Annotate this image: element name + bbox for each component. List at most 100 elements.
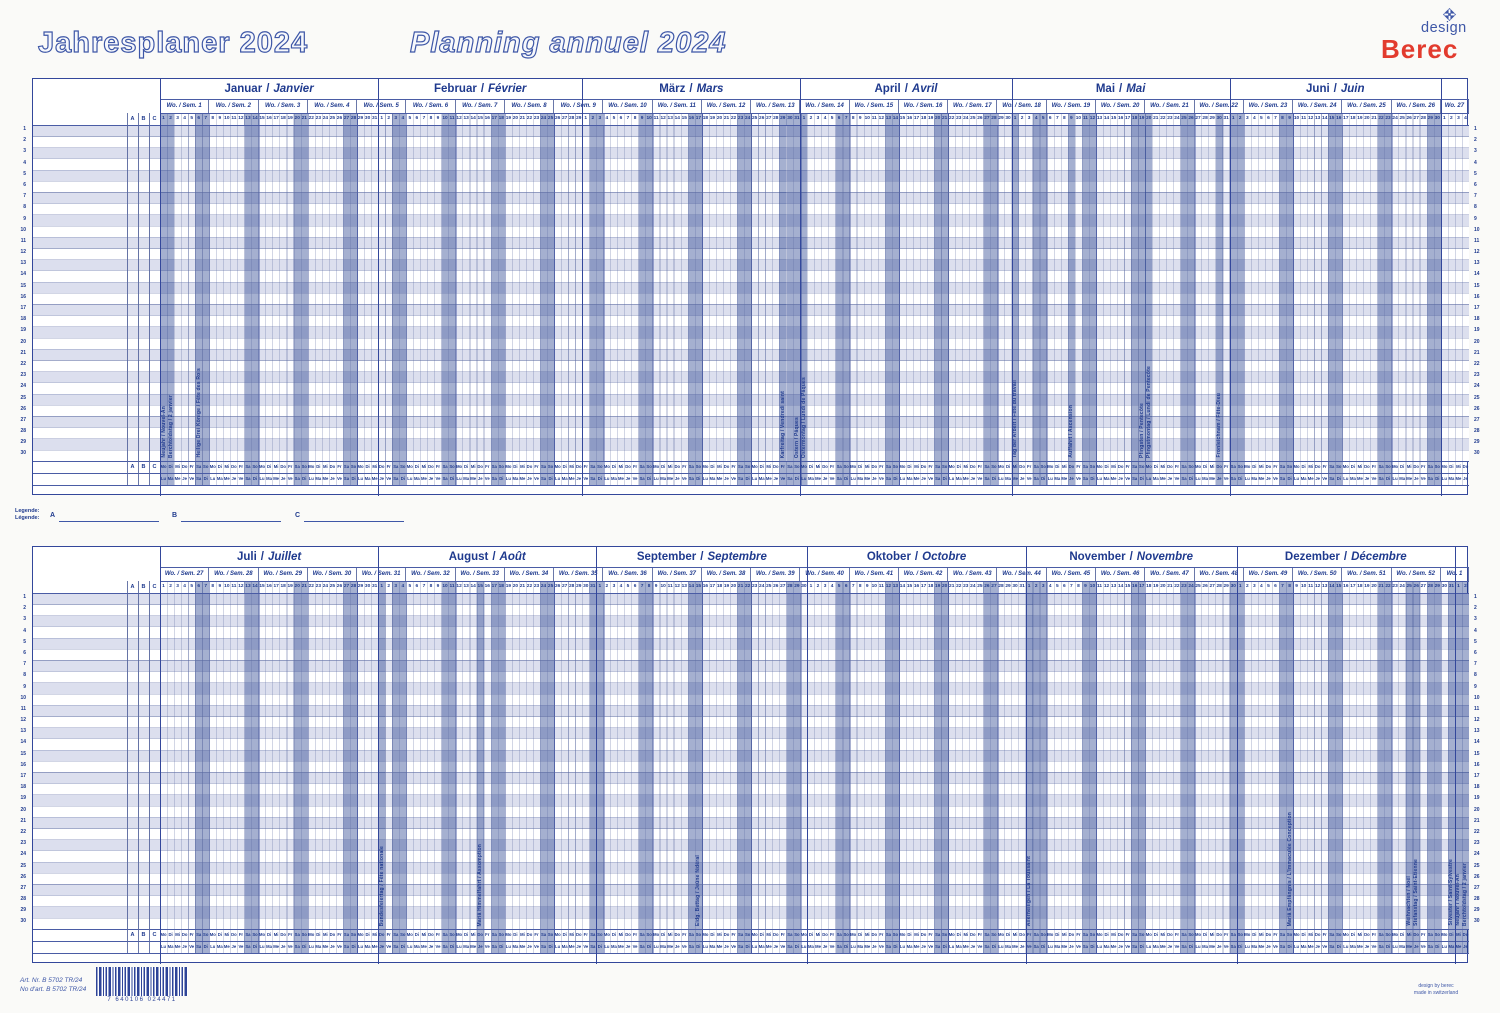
holiday-label: Auffahrt / Ascension (1068, 405, 1075, 458)
month-name-separator: / (689, 83, 693, 95)
weekday-de-cell: Mo (899, 464, 906, 469)
weekday-fr-cell: Ve (731, 476, 737, 481)
weekday-fr-cell: Je (428, 476, 434, 481)
weekday-de-cell: Mo (751, 464, 758, 469)
weekday-fr-cell: Sa (934, 473, 942, 485)
day-number-cell: 21 (723, 116, 730, 121)
row-number: 8 (1474, 204, 1477, 211)
weekday-de-cell: Di (1005, 464, 1011, 469)
weekday-fr-cell: Sa (540, 941, 548, 953)
barcode-digits: 7 640106 024471 (107, 997, 177, 1003)
row-number: 28 (20, 896, 26, 903)
row-number: 8 (23, 204, 26, 211)
day-number-cell: 26 (983, 581, 991, 593)
day-number-cell: 15 (1124, 584, 1131, 589)
month-name-fr: Janvier (273, 83, 314, 95)
day-number-cell: 11 (231, 116, 237, 121)
week-header-cell: Wo. / Sem. 37 (653, 567, 702, 581)
weekday-de-cell: So (941, 929, 949, 941)
day-number-cell: 18 (1350, 116, 1356, 121)
day-number-cell: 1 (596, 581, 604, 593)
row-number: 29 (20, 907, 26, 914)
weekday-de-cell: Sa (392, 461, 400, 473)
day-number-cell: 19 (927, 116, 934, 121)
day-number-cell: 16 (266, 584, 272, 589)
day-number-cell: 31 (1223, 116, 1229, 121)
day-number-cell: 27 (766, 116, 772, 121)
day-number-cell: 27 (561, 116, 568, 121)
weekday-de-cell: Di (1005, 932, 1011, 937)
day-number-cell: 4 (183, 584, 186, 589)
holiday-column: Ostermontag / Lundi de Pâques (800, 125, 808, 461)
weekday-de-cell: Sa (1229, 461, 1237, 473)
weekday-fr-cell: Sa (589, 473, 597, 485)
month-boundary-vline (582, 79, 584, 496)
weekday-fr-cell: Ma (413, 476, 420, 481)
week-header-cell: Wo. / Sem. 25 (1342, 99, 1392, 113)
month-name-fr: Août (499, 551, 526, 563)
day-number-cell: 29 (1426, 113, 1434, 125)
weekday-de-cell: Do (1117, 464, 1124, 469)
weekday-de-cell: Do (822, 932, 828, 937)
weekday-de-cell: Di (1202, 464, 1208, 469)
weekday-de-cell: Sa (490, 461, 498, 473)
weekday-de-cell: Di (956, 932, 961, 937)
row-number: 12 (1474, 249, 1480, 256)
week-header-cell: Wo. / Sem. 29 (259, 567, 308, 581)
weekday-de-cell: So (694, 929, 702, 941)
weekday-de-cell: Di (956, 464, 961, 469)
weekday-fr-cell: Me (913, 476, 920, 481)
weekday-fr-cell: Sa (244, 941, 252, 953)
weekday-fr-cell: Sa (244, 473, 252, 485)
weekday-fr-cell: Me (223, 944, 230, 949)
weekday-fr-cell: Ma (315, 476, 322, 481)
day-number-cell: 9 (436, 116, 440, 121)
week-header-cell: Wo. / Sem. 46 (1096, 567, 1146, 581)
weekday-de-cell: Fr (779, 461, 787, 473)
day-number-cell: 14 (251, 113, 259, 125)
weekday-fr-cell: Ve (386, 944, 392, 949)
weekday-fr-cell: Je (1364, 476, 1370, 481)
weekday-de-cell: Di (316, 932, 321, 937)
weekday-fr-cell: Me (1159, 476, 1166, 481)
weekday-de-cell: So (1138, 461, 1146, 473)
holiday-column: Neujahr / Nouvel-An (160, 125, 168, 461)
month-boundary-vline (1236, 547, 1238, 964)
grid-hline (33, 929, 1469, 930)
weekday-fr-cell: Sa (1032, 941, 1040, 953)
week-header-cell: Wo. / Sem. 42 (899, 567, 949, 581)
weekday-de-cell: Di (464, 464, 469, 469)
weekday-fr-cell: Je (428, 944, 434, 949)
weekday-fr-cell: Je (527, 944, 532, 949)
day-number-cell: 12 (878, 116, 885, 121)
weekday-de-cell: Di (513, 932, 518, 937)
day-number-cell: 8 (1286, 581, 1294, 593)
row-number: 26 (1474, 405, 1480, 412)
day-number-cell: 17 (694, 113, 702, 125)
weekday-fr-cell: Ve (977, 476, 983, 481)
weekday-fr-cell: Sa (540, 473, 548, 485)
day-number-cell: 28 (1216, 584, 1222, 589)
weekday-de-cell: So (251, 461, 259, 473)
weekday-fr-cell: Lu (505, 944, 511, 949)
day-number-cell: 29 (793, 581, 801, 593)
day-number-cell: 24 (744, 113, 752, 125)
row-number: 1 (1474, 126, 1477, 132)
weekday-fr-cell: Lu (407, 944, 413, 949)
weekday-de-cell: So (202, 929, 210, 941)
day-number-cell: 19 (709, 116, 716, 121)
weekday-de-cell: Mo (948, 464, 955, 469)
weekday-fr-cell: Ve (1273, 944, 1278, 949)
weekday-de-cell: Sa (1180, 929, 1188, 941)
weekday-de-cell: Di (611, 464, 617, 469)
day-number-cell: 29 (779, 113, 787, 125)
day-number-cell: 6 (1062, 584, 1066, 589)
weekday-de-cell: Sa (441, 929, 449, 941)
day-number-cell: 30 (786, 113, 794, 125)
day-number-cell: 30 (1229, 581, 1237, 593)
weekday-de-cell: So (941, 461, 949, 473)
weekday-de-cell: So (891, 929, 899, 941)
weekday-de-cell: Di (217, 464, 222, 469)
weekday-fr-cell: Ve (484, 476, 490, 481)
day-number-cell: 26 (1187, 113, 1195, 125)
